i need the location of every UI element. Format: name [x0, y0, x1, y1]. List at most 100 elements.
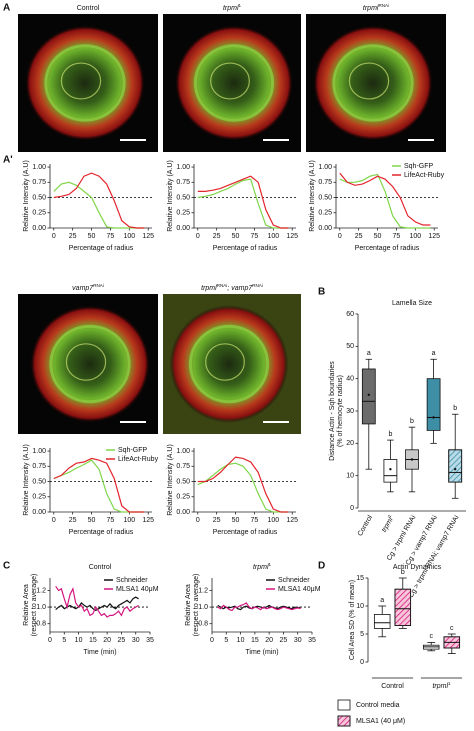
box-hatch: [394, 588, 412, 627]
legend-label: Sqh-GFP: [404, 163, 434, 170]
x-tick-label: 25: [355, 233, 363, 240]
x-axis-label: Percentage of radius: [69, 245, 134, 252]
legend-label: LifeAct-Ruby: [404, 172, 445, 179]
y-axis-label: Distance Actin - Sqh boundaries: [329, 361, 336, 461]
legend-label: Sqh-GFP: [118, 447, 148, 454]
cell-ring: [188, 324, 270, 404]
y-axis-label: (% of hemocyte radius): [337, 375, 344, 447]
superscript: 1: [448, 681, 451, 686]
x-tick-label: 100: [123, 517, 135, 524]
nucleus: [60, 62, 102, 100]
superscript: 1: [239, 3, 242, 8]
y-tick-label: 40: [346, 376, 354, 383]
y-axis-label: Relative Intensity (A.U): [23, 160, 30, 232]
y-tick-label: 10: [356, 603, 364, 610]
x-tick-label: 125: [428, 233, 440, 240]
mean: [454, 468, 457, 471]
x-tick-label: Control: [381, 683, 404, 690]
superscript: 1: [269, 562, 272, 567]
image-title: trpml1: [223, 3, 242, 12]
legend-swatch: [337, 699, 351, 711]
panel-label: D: [318, 561, 325, 572]
panel-label: B: [318, 287, 325, 298]
significance-letter: a: [380, 597, 384, 604]
y-tick-label: 1.0: [36, 604, 46, 611]
box: [383, 459, 398, 483]
y-tick-label: 15: [356, 575, 364, 582]
x-tick-label: 25: [213, 517, 221, 524]
x-tick-label: 50: [232, 517, 240, 524]
y-tick-label: 0.25: [176, 210, 190, 217]
y-axis-label: Relative Area: [23, 584, 30, 626]
y-tick-label: 0.25: [32, 494, 46, 501]
y-axis-label: (respect to average): [31, 574, 38, 637]
x-tick-label: 0: [196, 233, 200, 240]
x-tick-label: 25: [280, 637, 288, 644]
y-tick-label: 0.50: [176, 478, 190, 485]
y-tick-label: 0.00: [176, 509, 190, 516]
series-line: [197, 175, 289, 229]
mean: [410, 458, 414, 461]
x-tick-label: 25: [69, 517, 77, 524]
text-part: trpml: [201, 285, 217, 292]
y-tick-label: 0.00: [32, 509, 46, 516]
x-tick-label: trpml1: [379, 513, 396, 534]
x-tick-label: 5: [224, 637, 228, 644]
y-tick-label: 0: [360, 659, 364, 666]
series-line: [217, 602, 301, 612]
y-tick-label: 0.25: [32, 210, 46, 217]
x-tick-label: 25: [118, 637, 126, 644]
y-tick-label: 0.75: [32, 463, 46, 470]
text-part: trpml: [381, 516, 395, 533]
x-tick-label: 50: [88, 517, 96, 524]
cell: [29, 305, 151, 423]
y-tick-label: 60: [346, 311, 354, 318]
y-tick-label: 1.00: [32, 448, 46, 455]
cell: [24, 25, 146, 141]
legend-label: Control media: [356, 702, 400, 709]
x-tick-label: 0: [52, 233, 56, 240]
box: [373, 614, 391, 629]
significance-letter: b: [401, 569, 405, 576]
x-tick-label: 25: [69, 233, 77, 240]
x-tick-label: 75: [251, 233, 259, 240]
x-tick-label: 20: [103, 637, 111, 644]
x-tick-label: 0: [52, 517, 56, 524]
mean: [367, 393, 370, 397]
x-tick-label: trpml1: [432, 681, 451, 690]
y-tick-label: 0.50: [32, 194, 46, 201]
image-title: trpmlRNAi: [363, 3, 389, 12]
significance-letter: b: [453, 405, 457, 412]
significance-letter: c: [429, 633, 433, 640]
x-tick-label: 30: [132, 637, 140, 644]
mean: [389, 468, 392, 471]
legend-swatch-hatch: [337, 715, 351, 727]
y-tick-label: 10: [346, 473, 354, 480]
y-tick-label: 1.00: [32, 164, 46, 171]
x-tick-label: 125: [142, 233, 154, 240]
y-tick-label: 0.25: [318, 210, 332, 217]
superscript: RNAi: [217, 283, 228, 288]
nucleus: [348, 62, 390, 100]
y-tick-label: 0.75: [32, 179, 46, 186]
cell: [169, 305, 289, 423]
x-tick-label: 75: [393, 233, 401, 240]
legend-label: LifeAct-Ruby: [118, 456, 159, 463]
y-tick-label: 20: [346, 440, 354, 447]
series-line: [53, 457, 145, 513]
x-axis-label: Time (min): [245, 649, 278, 656]
x-tick-label: 50: [374, 233, 382, 240]
series-line: [339, 173, 431, 229]
y-tick-label: 0.00: [176, 225, 190, 232]
series-line: [217, 604, 301, 611]
text-part: trpml: [432, 683, 448, 690]
x-tick-label: 125: [286, 233, 298, 240]
box: [361, 368, 376, 425]
x-tick-label: 75: [107, 233, 115, 240]
legend-label: MLSA1 40μM: [116, 586, 159, 593]
x-tick-label: 30: [294, 637, 302, 644]
box-hatch: [448, 449, 463, 483]
y-tick-label: 0.8: [198, 621, 208, 628]
mean: [432, 416, 435, 419]
y-tick-label: 0.00: [318, 225, 332, 232]
